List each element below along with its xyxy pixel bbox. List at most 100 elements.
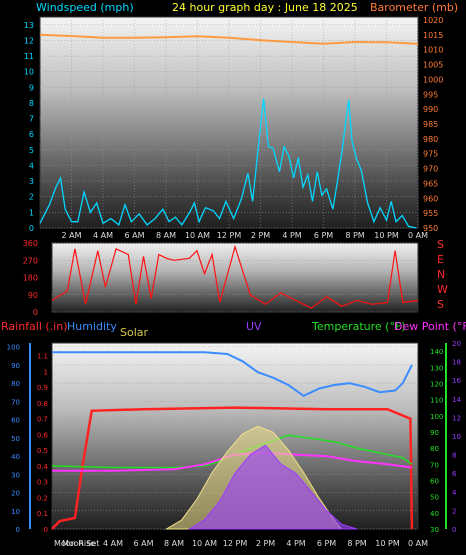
- x-tick-label: 6 AM: [124, 231, 144, 240]
- barometer-tick-label: 970: [423, 165, 438, 174]
- compass-letter: N: [437, 268, 445, 281]
- humidity-tick-label: 50: [11, 435, 20, 443]
- barometer-tick-label: 1020: [423, 16, 443, 25]
- x-tick-label: 10 AM: [192, 539, 217, 548]
- compass-letter: S: [437, 298, 444, 311]
- x-tick-label: 6 PM: [317, 539, 336, 548]
- wind-baro-series: [39, 33, 419, 229]
- rain-tick-label: 0.6: [37, 431, 49, 439]
- humidity-tick-label: 20: [11, 490, 20, 498]
- x-tick-label: 0 AM: [408, 231, 428, 240]
- rainfall-title: Rainfall (.in): [1, 320, 68, 333]
- x-tick-label: 10 AM: [185, 231, 210, 240]
- barometer-tick-label: 995: [423, 90, 438, 99]
- temperature-tick-label: 30: [430, 526, 439, 534]
- windspeed-tick-label: 3: [29, 177, 34, 186]
- temperature-tick-label: 140: [430, 348, 443, 356]
- barometer-tick-label: 1005: [423, 61, 443, 70]
- barometer-tick-label: 985: [423, 120, 438, 129]
- barometer-tick-label: 965: [423, 179, 438, 188]
- x-tick-label: 2 PM: [251, 231, 270, 240]
- barometer-tick-label: 1010: [423, 46, 443, 55]
- x-tick-label: 4 AM: [103, 539, 123, 548]
- rainfall-line: [51, 406, 414, 530]
- humidity-tick-label: 90: [11, 362, 20, 370]
- x-tick-label: 8 PM: [347, 539, 366, 548]
- rain-tick-label: 1: [44, 368, 48, 376]
- humidity-tick-label: 0: [16, 526, 20, 534]
- x-tick-label: 10 PM: [375, 539, 400, 548]
- windspeed-tick-label: 4: [29, 161, 34, 170]
- uv-tick-label: 20: [452, 340, 461, 348]
- rain-tick-label: 0.2: [37, 494, 48, 502]
- compass-letter: S: [437, 238, 444, 251]
- x-tick-label: 6 AM: [133, 539, 153, 548]
- temperature-tick-label: 130: [430, 364, 443, 372]
- x-tick-label: 2 AM: [61, 231, 81, 240]
- barometer-tick-label: 975: [423, 150, 438, 159]
- rain-tick-label: 0.1: [37, 510, 48, 518]
- temperature-tick-label: 60: [430, 477, 439, 485]
- uv-tick-label: 6: [452, 470, 457, 478]
- wind-baro-x-axis: 2 AM 4 AM 6 AM 8 AM 10 AM 12 PM 2 PM 4 PM 6 PM 8 …: [61, 231, 428, 240]
- rain-tick-label: 0.7: [37, 416, 48, 424]
- barometer-tick-label: 980: [423, 135, 438, 144]
- barometer-line: [39, 33, 419, 45]
- windspeed-tick-label: 8: [29, 99, 34, 108]
- rain-tick-label: 0: [44, 526, 48, 534]
- x-tick-label: 8 AM: [156, 231, 176, 240]
- uv-title: UV: [246, 320, 262, 333]
- barometer-axis: 950 955 960 965 970 975 980 985 990 995 1000 1005 10…: [423, 16, 443, 233]
- x-tick-label: 0 AM: [408, 539, 428, 548]
- barometer-tick-label: 1015: [423, 31, 443, 40]
- x-tick-label: 10 PM: [374, 231, 399, 240]
- temperature-tick-label: 70: [430, 461, 439, 469]
- temp-humidity-axes: 010203040506070809010000.10.20.30.40.50.…: [7, 340, 462, 534]
- wind-direction-line: [51, 244, 419, 309]
- rain-tick-label: 0.3: [37, 479, 48, 487]
- wind-baro-grid: [40, 17, 419, 229]
- windspeed-tick-label: 12: [24, 36, 34, 45]
- rain-tick-label: 0.4: [37, 463, 49, 471]
- windspeed-tick-label: 1: [29, 208, 34, 217]
- humidity-tick-label: 10: [11, 508, 20, 516]
- uv-tick-label: 12: [452, 414, 461, 422]
- direction-tick-label: 360: [23, 239, 38, 248]
- windspeed-tick-label: 0: [29, 224, 34, 233]
- windspeed-title: Windspeed (mph): [36, 1, 134, 14]
- moon-rise-label: Moon Rise: [54, 539, 95, 548]
- dewpoint-title: Dew Point (°F): [394, 320, 466, 333]
- rain-tick-label: 0.5: [37, 447, 48, 455]
- barometer-tick-label: 1000: [423, 75, 443, 84]
- barometer-title: Barometer (mb): [370, 1, 458, 14]
- temperature-tick-label: 100: [430, 413, 443, 421]
- windspeed-tick-label: 6: [29, 130, 34, 139]
- uv-tick-label: 16: [452, 377, 461, 385]
- windspeed-line: [39, 98, 417, 229]
- uv-tick-label: 2: [452, 507, 456, 515]
- temperature-title: Temperature (°F): [311, 320, 406, 333]
- direction-tick-label: 270: [23, 256, 38, 265]
- x-tick-label: 8 PM: [345, 231, 364, 240]
- temperature-tick-label: 110: [430, 397, 443, 405]
- uv-tick-label: 10: [452, 433, 461, 441]
- wind-direction-axis: 0 90 180 270 360: [23, 239, 38, 317]
- windspeed-tick-label: 9: [29, 83, 34, 92]
- barometer-tick-label: 990: [423, 105, 438, 114]
- humidity-line: [52, 351, 413, 398]
- windspeed-tick-label: 11: [24, 52, 34, 61]
- direction-tick-label: 0: [33, 308, 38, 317]
- barometer-tick-label: 955: [423, 209, 438, 218]
- temp-humidity-series: [51, 351, 414, 530]
- moon-set-label: Moon Set: [62, 539, 99, 548]
- windspeed-tick-label: 10: [24, 68, 34, 77]
- x-tick-label: 4 PM: [286, 539, 305, 548]
- humidity-tick-label: 80: [11, 380, 20, 388]
- x-tick-label: 12 PM: [223, 539, 248, 548]
- uv-tick-label: 4: [452, 489, 457, 497]
- compass-letter: E: [437, 253, 444, 266]
- humidity-tick-label: 30: [11, 471, 20, 479]
- x-tick-label: 12 PM: [217, 231, 242, 240]
